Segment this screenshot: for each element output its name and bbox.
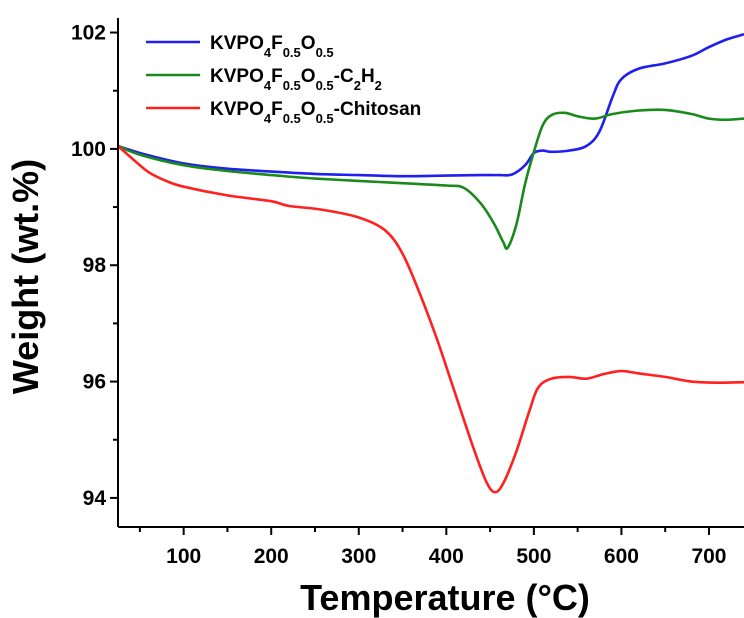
y-tick-label: 98: [83, 254, 107, 277]
y-axis-title: Weight (wt.%): [5, 159, 46, 394]
series-line-2: [118, 108, 744, 250]
x-tick-label: 400: [429, 545, 464, 568]
plot-lines: [118, 33, 744, 494]
x-axis-title: Temperature (°C): [300, 577, 590, 618]
x-tick-label: 200: [254, 545, 289, 568]
y-tick-label: 96: [83, 371, 106, 394]
x-tick-label: 500: [516, 545, 551, 568]
legend-label-3: KVPO4F0.5O0.5-Chitosan: [210, 99, 421, 126]
series-line-3: [118, 145, 744, 494]
legend-label-1: KVPO4F0.5O0.5: [210, 33, 334, 60]
x-tick-label: 100: [166, 545, 201, 568]
axes: 100 200 300 400 500 600 700 94 96 98 100 102: [71, 18, 744, 568]
y-tick-label: 100: [71, 138, 106, 161]
y-tick-label: 102: [71, 22, 106, 45]
legend-label-2: KVPO4F0.5O0.5-C2H2: [210, 66, 382, 93]
x-tick-label: 600: [604, 545, 639, 568]
x-tick-label: 300: [341, 545, 376, 568]
legend: KVPO4F0.5O0.5 KVPO4F0.5O0.5-C2H2 KVPO4F0.5…: [146, 33, 421, 126]
y-tick-label: 94: [83, 487, 107, 510]
x-tick-label: 700: [691, 545, 726, 568]
